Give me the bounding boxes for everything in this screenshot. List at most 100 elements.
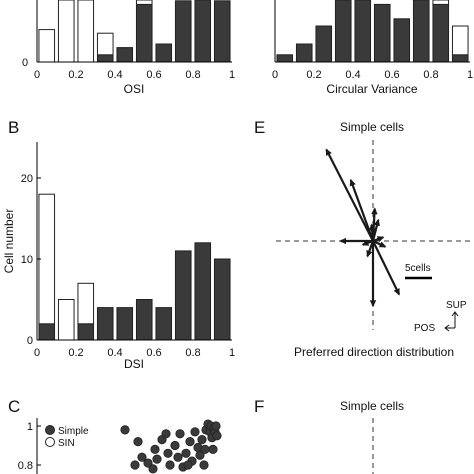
bar-simple-2 [315, 25, 333, 63]
bar-simple-8 [194, 242, 212, 341]
direction-vector-6 [361, 239, 374, 246]
bar-simple-6 [155, 307, 173, 341]
x-tick-label: 0.6 [146, 347, 161, 359]
x-tick-label: 0 [272, 69, 278, 81]
x-ticks: 0 0.2 0.4 0.6 0.8 1 [34, 347, 235, 359]
bar-simple-9 [451, 54, 469, 63]
orientation-left-label: POS [414, 323, 435, 334]
bar-simple-6 [155, 43, 173, 63]
x-axis-title: DSI [124, 357, 144, 371]
vectors [325, 148, 401, 308]
scatter-point-9 [170, 440, 180, 451]
scatter-point-29 [212, 431, 222, 441]
scatter-point-25 [208, 444, 218, 454]
x-tick-label: 0.4 [107, 69, 122, 81]
legend-marker-sin [45, 437, 55, 447]
y-ticks: 0 10 20 [21, 173, 41, 347]
scatter-point-35 [200, 444, 210, 454]
scatter-point-30 [161, 429, 171, 439]
legend-label-sin: SIN [58, 438, 75, 449]
scatter-point-18 [197, 435, 207, 445]
direction-vector-3 [371, 218, 380, 242]
y-tick-label: 10 [21, 254, 33, 266]
x-tick-label: 0.2 [306, 69, 321, 81]
scatter-point-32 [148, 464, 158, 474]
bar-sin-2 [77, 0, 95, 63]
scatter-point-12 [181, 448, 191, 458]
bar-sin-1 [57, 299, 75, 341]
bar-simple-2 [77, 323, 95, 341]
bar-sin-3 [96, 32, 114, 56]
bar-simple-5 [373, 3, 391, 63]
bar-simple-8 [194, 0, 212, 63]
points [120, 419, 222, 474]
direction-vector-1 [349, 178, 375, 242]
direction-vector-11 [366, 240, 375, 258]
scatter-point-7 [163, 448, 173, 458]
preferred-direction-panel-f: F Simple cells [254, 397, 404, 474]
bar-sin-0 [38, 193, 56, 325]
y-tick-label: 0 [27, 335, 33, 347]
bar-simple-7 [174, 0, 192, 63]
panel-letter-e: E [254, 118, 265, 137]
y-tick-label: 1 [27, 421, 33, 433]
bar-simple-5 [135, 299, 153, 341]
scatter-point-33 [130, 460, 140, 470]
panel-letter-b: B [8, 118, 19, 137]
scatter-point-0 [120, 425, 130, 435]
direction-vector-0 [325, 148, 374, 242]
bar-simple-6 [393, 18, 411, 63]
scatter-point-31 [175, 429, 185, 439]
circular-variance-histogram-panel: 0 0.2 0.4 0.6 0.8 1 Circular Variance [272, 0, 473, 96]
bar-simple-9 [213, 0, 231, 63]
scatter-point-15 [190, 427, 200, 437]
x-tick-label: 0.6 [146, 69, 161, 81]
osi-histogram-panel: 0 0 0.2 0.4 0.6 0.8 1 OSI [22, 0, 235, 96]
scatter-point-28 [211, 421, 221, 431]
scatter-point-8 [165, 460, 175, 470]
bar-sin-2 [77, 282, 95, 325]
y-axis-title: Cell number [2, 209, 16, 274]
scatter-point-4 [137, 452, 147, 462]
x-tick-label: 0.2 [68, 69, 83, 81]
orientation-up-label: SUP [446, 300, 467, 311]
x-axis-title: OSI [124, 82, 145, 96]
bar-simple-4 [116, 47, 134, 63]
panel-letter-f: F [254, 397, 264, 416]
x-tick-label: 0 [34, 69, 40, 81]
bar-simple-5 [135, 3, 153, 63]
bar-simple-4 [116, 307, 134, 341]
x-tick-label: 1 [229, 347, 235, 359]
direction-vector-8 [372, 236, 385, 243]
bar-simple-3 [334, 0, 352, 63]
x-tick-label: 0.6 [384, 69, 399, 81]
direction-vector-7 [372, 240, 387, 248]
direction-vector-9 [372, 240, 401, 296]
legend-marker-simple [45, 425, 55, 435]
bar-simple-7 [412, 0, 430, 63]
x-axis-title: Circular Variance [326, 82, 417, 96]
bar-simple-0 [38, 323, 56, 341]
bar-sin-5 [135, 0, 153, 5]
bar-simple-9 [213, 258, 231, 341]
panel-title: Simple cells [340, 399, 404, 413]
x-tick-label: 1 [467, 69, 473, 81]
orientation-arrows-icon [444, 311, 459, 332]
x-tick-label: 0.8 [185, 69, 200, 81]
bars [276, 0, 469, 63]
dsi-histogram-panel: B 0 10 20 0 0.2 0.4 0.6 0.8 1 Cell number DSI [2, 118, 235, 371]
scatter-point-10 [173, 452, 183, 462]
x-ticks: 0 0.2 0.4 0.6 0.8 1 [272, 69, 473, 81]
x-tick-label: 0.4 [345, 69, 360, 81]
scatter-point-34 [183, 460, 193, 470]
x-tick-label: 0.4 [107, 347, 122, 359]
bar-sin-0 [38, 29, 56, 63]
x-tick-label: 0.8 [423, 69, 438, 81]
scatter-point-19 [199, 460, 209, 470]
x-tick-label: 0 [34, 347, 40, 359]
scatter-point-17 [195, 450, 205, 460]
bar-simple-7 [174, 250, 192, 341]
y-tick-label-0: 0 [22, 57, 28, 69]
